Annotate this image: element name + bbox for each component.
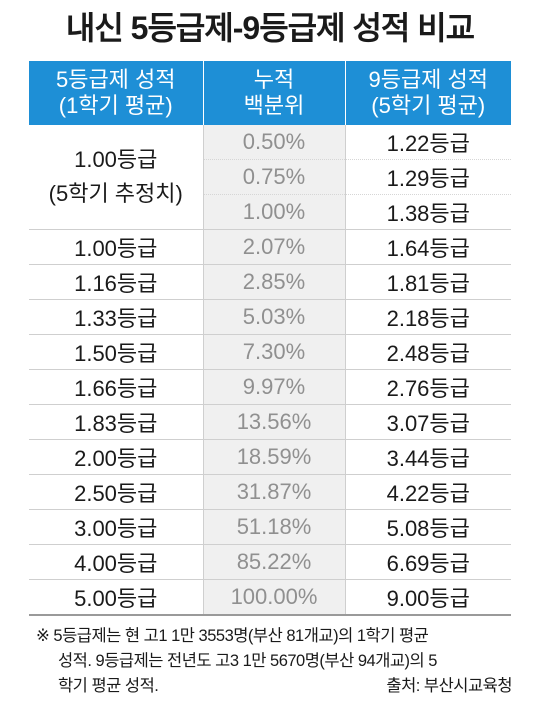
header-percentile-line1: 누적	[253, 67, 295, 92]
footnote: ※ 5등급제는 현 고1 1만 3553명(부산 81개교)의 1학기 평균 성…	[36, 624, 512, 699]
footnote-line: 학기 평균 성적.	[58, 677, 159, 695]
grade5-cell: 1.66등급	[29, 369, 203, 405]
percentile-cell: 9.97%	[202, 369, 346, 405]
page-title: 내신 5등급제-9등급제 성적 비교	[65, 10, 475, 46]
grade5-cell: 1.00등급	[29, 229, 203, 265]
header-percentile: 누적 백분위	[202, 61, 345, 125]
header-grade5-line1: 5등급제 성적	[55, 67, 176, 92]
grade9-cell: 1.64등급	[345, 229, 511, 265]
header-grade9-line1: 9등급제 성적	[368, 67, 489, 92]
header-grade5-line2: (1학기 평균)	[58, 93, 173, 118]
grade9-cell: 4.22등급	[345, 474, 511, 510]
grade5-group-note: (5학기 추정치)	[48, 181, 183, 206]
table-row: 1.00등급 2.07% 1.64등급	[29, 229, 511, 265]
source-credit: 출처: 부산시교육청	[386, 677, 512, 695]
percentile-cell: 85.22%	[202, 544, 346, 580]
grade9-cell: 1.29등급	[345, 159, 511, 195]
footnote-line: ※ 5등급제는 현 고1 1만 3553명(부산 81개교)의 1학기 평균	[36, 627, 429, 645]
grade5-cell: 1.16등급	[29, 264, 203, 300]
table-row: 1.16등급 2.85% 1.81등급	[29, 264, 511, 300]
table-row: 2.50등급 31.87% 4.22등급	[29, 474, 511, 510]
grade5-cell: 3.00등급	[29, 509, 203, 545]
grade5-cell: 5.00등급	[29, 579, 203, 616]
percentile-cell: 51.18%	[202, 509, 346, 545]
footnote-line: 성적. 9등급제는 전년도 고3 1만 5670명(부산 94개교)의 5	[58, 652, 438, 670]
percentile-cell: 0.50%	[202, 125, 346, 160]
table-row: 1.33등급 5.03% 2.18등급	[29, 299, 511, 335]
grade9-cell: 2.76등급	[345, 369, 511, 405]
percentile-cell: 5.03%	[202, 299, 346, 335]
table-row: 4.00등급 85.22% 6.69등급	[29, 544, 511, 580]
percentile-cell: 13.56%	[202, 404, 346, 440]
table-row: 1.50등급 7.30% 2.48등급	[29, 334, 511, 370]
grade9-cell: 3.07등급	[345, 404, 511, 440]
grade5-cell: 1.33등급	[29, 299, 203, 335]
percentile-cell: 2.07%	[202, 229, 346, 265]
grade9-cell: 6.69등급	[345, 544, 511, 580]
header-grade5: 5등급제 성적 (1학기 평균)	[29, 61, 203, 125]
grade5-cell: 4.00등급	[29, 544, 203, 580]
header-percentile-line2: 백분위	[243, 93, 305, 118]
grade5-cell: 2.00등급	[29, 439, 203, 475]
table-row: 1.66등급 9.97% 2.76등급	[29, 369, 511, 405]
grade9-cell: 1.22등급	[345, 125, 511, 160]
grade5-group-value: 1.00등급	[74, 147, 158, 172]
percentile-cell: 31.87%	[202, 474, 346, 510]
grade9-cell: 9.00등급	[345, 579, 511, 616]
grade9-cell: 2.18등급	[345, 299, 511, 335]
header-grade9: 9등급제 성적 (5학기 평균)	[344, 61, 511, 125]
table-row: 1.00등급 (5학기 추정치) 0.50% 1.22등급	[29, 125, 511, 230]
percentile-cell: 2.85%	[202, 264, 346, 300]
table-row: 0.75% 1.29등급	[29, 159, 511, 195]
percentile-cell: 0.75%	[202, 159, 346, 195]
table-header-row: 5등급제 성적 (1학기 평균) 누적 백분위 9등급제 성적 (5학기 평균)	[29, 61, 511, 125]
table-row: 3.00등급 51.18% 5.08등급	[29, 509, 511, 545]
table-row: 5.00등급 100.00% 9.00등급	[29, 579, 511, 616]
grade5-group-cell: 1.00등급 (5학기 추정치)	[29, 125, 203, 230]
percentile-cell: 18.59%	[202, 439, 346, 475]
percentile-cell: 100.00%	[202, 579, 346, 616]
comparison-table: 5등급제 성적 (1학기 평균) 누적 백분위 9등급제 성적 (5학기 평균)…	[29, 61, 511, 616]
table-row: 1.83등급 13.56% 3.07등급	[29, 404, 511, 440]
grade9-cell: 1.38등급	[345, 194, 511, 230]
table-row: 2.00등급 18.59% 3.44등급	[29, 439, 511, 475]
grade5-cell: 1.50등급	[29, 334, 203, 370]
grade9-cell: 5.08등급	[345, 509, 511, 545]
percentile-cell: 7.30%	[202, 334, 346, 370]
header-grade9-line2: (5학기 평균)	[371, 93, 486, 118]
percentile-cell: 1.00%	[202, 194, 346, 230]
grade9-cell: 2.48등급	[345, 334, 511, 370]
grade9-cell: 3.44등급	[345, 439, 511, 475]
grade5-cell: 1.83등급	[29, 404, 203, 440]
table-row: 1.00% 1.38등급	[29, 194, 511, 230]
grade5-cell: 2.50등급	[29, 474, 203, 510]
grade9-cell: 1.81등급	[345, 264, 511, 300]
